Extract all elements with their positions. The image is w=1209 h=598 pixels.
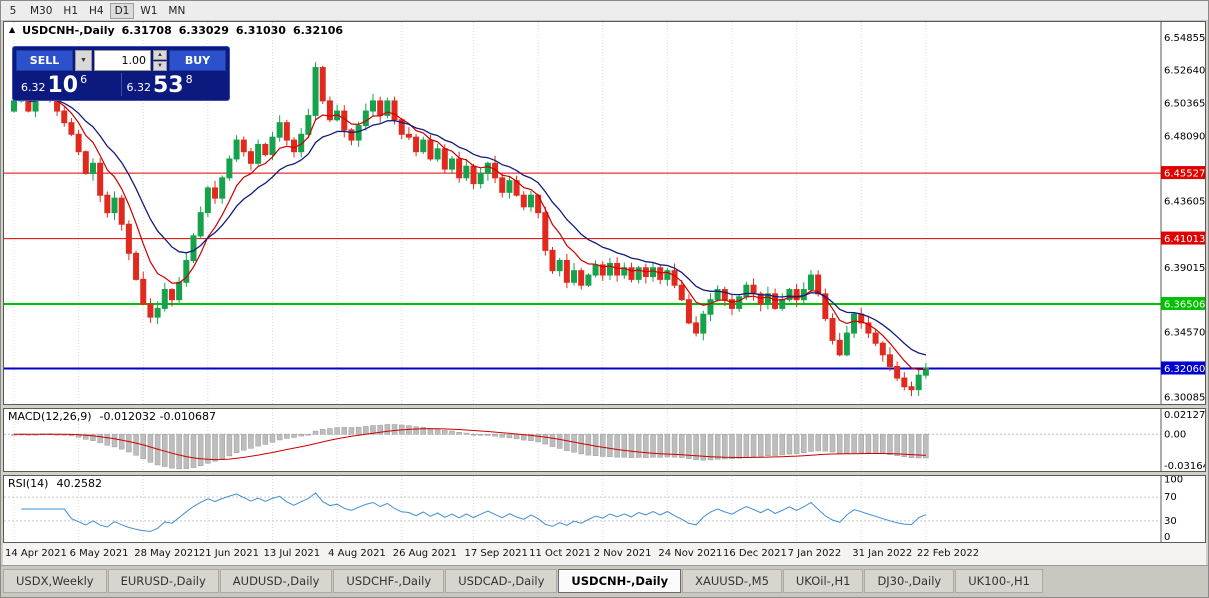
tab-usdchf-daily[interactable]: USDCHF-,Daily <box>333 569 445 593</box>
timeframe-m30[interactable]: M30 <box>25 3 57 19</box>
date-label: 14 Apr 2021 <box>5 548 67 559</box>
date-label: 2 Nov 2021 <box>593 548 652 559</box>
svg-text:6.52640: 6.52640 <box>1164 65 1205 76</box>
svg-text:0.00: 0.00 <box>1164 429 1186 440</box>
ohlc-open: 6.31708 <box>121 24 172 37</box>
buy-button[interactable]: BUY <box>169 50 226 71</box>
price-line-badge <box>1161 361 1205 375</box>
timeframe-d1[interactable]: D1 <box>109 2 135 19</box>
date-label: 6 May 2021 <box>69 548 129 559</box>
svg-text:-0.031641: -0.031641 <box>1164 461 1205 471</box>
svg-text:6.43605: 6.43605 <box>1164 196 1205 207</box>
tab-uk100-h1[interactable]: UK100-,H1 <box>955 569 1043 593</box>
rsi-label: RSI(14) <box>8 477 49 490</box>
volume-increase-button[interactable]: ▲ <box>153 50 167 60</box>
timeframe-h1[interactable]: H1 <box>58 3 83 19</box>
date-label: 26 Aug 2021 <box>392 548 457 559</box>
svg-text:30: 30 <box>1164 516 1177 527</box>
date-label: 24 Nov 2021 <box>658 548 723 559</box>
price-chart[interactable]: 6.54855 6.52640 6.50365 6.48090 6.43605 6.390… <box>4 22 1205 404</box>
date-label: 28 May 2021 <box>134 548 200 559</box>
svg-text:0.021276: 0.021276 <box>1164 410 1205 421</box>
time-axis[interactable]: 14 Apr 2021 6 May 2021 28 May 2021 21 Jun 2… <box>3 543 1206 565</box>
rsi-value: 40.2582 <box>56 477 102 490</box>
volume-dropdown-button[interactable]: ▼ <box>75 50 92 71</box>
svg-text:0: 0 <box>1164 532 1170 542</box>
price-line-badge <box>1161 166 1205 180</box>
tab-usdcad-daily[interactable]: USDCAD-,Daily <box>445 569 558 593</box>
svg-text:6.30085: 6.30085 <box>1164 393 1205 404</box>
macd-label: MACD(12,26,9) <box>8 410 92 423</box>
rsi-panel: 100 70 30 0 RSI(14) 40.2582 <box>3 475 1206 543</box>
rsi-label-line: RSI(14) 40.2582 <box>8 477 102 490</box>
timeframe-toolbar: 5 M30 H1 H4 D1 W1 MN <box>1 1 1208 21</box>
date-label: 31 Jan 2022 <box>852 548 913 559</box>
price-line-badge <box>1161 296 1205 310</box>
chevron-down-icon: ▼ <box>157 63 163 69</box>
date-label: 7 Jan 2022 <box>787 548 842 559</box>
tab-audusd-daily[interactable]: AUDUSD-,Daily <box>219 569 333 593</box>
svg-text:6.45527: 6.45527 <box>1164 169 1205 180</box>
one-click-trade-panel: SELL ▼ 1.00 ▲ ▼ BUY 6.32 10 6 6.32 53 <box>12 46 230 101</box>
macd-panel: 0.021276 0.00 -0.031641 MACD(12,26,9) -0.0… <box>3 408 1206 472</box>
tab-usdcnh-daily[interactable]: USDCNH-,Daily <box>558 569 682 593</box>
svg-text:6.50365: 6.50365 <box>1164 98 1205 109</box>
svg-text:6.34570: 6.34570 <box>1164 328 1205 339</box>
tab-xauusd-m5[interactable]: XAUUSD-,M5 <box>682 569 782 593</box>
tab-ukoil-h1[interactable]: UKOil-,H1 <box>782 569 864 593</box>
symbol-name: USDCNH-,Daily <box>22 24 115 37</box>
symbol-marker-icon: ▲ <box>9 25 16 34</box>
chevron-down-icon: ▼ <box>80 57 87 64</box>
sell-price[interactable]: 6.32 10 6 <box>21 73 88 98</box>
tab-dj30-daily[interactable]: DJ30-,Daily <box>864 569 955 593</box>
ohlc-high: 6.33029 <box>178 24 229 37</box>
ohlc-low: 6.31030 <box>235 24 286 37</box>
date-label: 21 Jun 2021 <box>198 548 260 559</box>
timeframe-5[interactable]: 5 <box>2 3 24 19</box>
macd-values: -0.012032 -0.010687 <box>99 410 216 423</box>
date-label: 11 Oct 2021 <box>529 548 591 559</box>
svg-text:6.39015: 6.39015 <box>1164 263 1205 274</box>
svg-text:100: 100 <box>1164 476 1183 485</box>
tab-eurusd-daily[interactable]: EURUSD-,Daily <box>107 569 219 593</box>
timeframe-mn[interactable]: MN <box>163 3 190 19</box>
tab-usdx-weekly[interactable]: USDX,Weekly <box>3 569 107 593</box>
date-label: 16 Dec 2021 <box>723 548 787 559</box>
symbol-ohlc-line: ▲ USDCNH-,Daily 6.31708 6.33029 6.31030 … <box>9 24 343 37</box>
svg-text:6.48090: 6.48090 <box>1164 131 1205 142</box>
date-label: 22 Feb 2022 <box>916 548 980 559</box>
date-label: 17 Sep 2021 <box>464 548 528 559</box>
svg-text:6.36506: 6.36506 <box>1164 299 1205 310</box>
rsi-indicator: 100 70 30 0 <box>4 476 1183 542</box>
volume-decrease-button[interactable]: ▼ <box>153 61 167 71</box>
chevron-up-icon: ▲ <box>157 52 163 58</box>
date-label: 13 Jul 2021 <box>263 548 321 559</box>
timeframe-w1[interactable]: W1 <box>135 3 162 19</box>
timeframe-h4[interactable]: H4 <box>84 3 109 19</box>
trade-panel-divider <box>120 73 122 96</box>
macd-indicator: 0.021276 0.00 -0.031641 <box>4 409 1205 471</box>
price-line-badge <box>1161 231 1205 245</box>
buy-price[interactable]: 6.32 53 8 <box>126 73 193 98</box>
macd-label-line: MACD(12,26,9) -0.012032 -0.010687 <box>8 410 216 423</box>
volume-input[interactable]: 1.00 <box>94 50 151 71</box>
chart-tabs-bar: USDX,Weekly EURUSD-,Daily AUDUSD-,Daily USD… <box>1 565 1208 597</box>
svg-text:70: 70 <box>1164 492 1177 503</box>
volume-stepper: ▲ ▼ <box>153 50 167 71</box>
price-chart-panel: 6.54855 6.52640 6.50365 6.48090 6.43605 6.390… <box>3 21 1206 405</box>
svg-text:6.32060: 6.32060 <box>1164 364 1205 375</box>
ohlc-close: 6.32106 <box>292 24 344 37</box>
svg-text:6.41013: 6.41013 <box>1164 234 1205 245</box>
sell-button[interactable]: SELL <box>16 50 73 71</box>
date-label: 4 Aug 2021 <box>328 548 386 559</box>
svg-text:6.54855: 6.54855 <box>1164 33 1205 44</box>
candles <box>11 62 929 397</box>
